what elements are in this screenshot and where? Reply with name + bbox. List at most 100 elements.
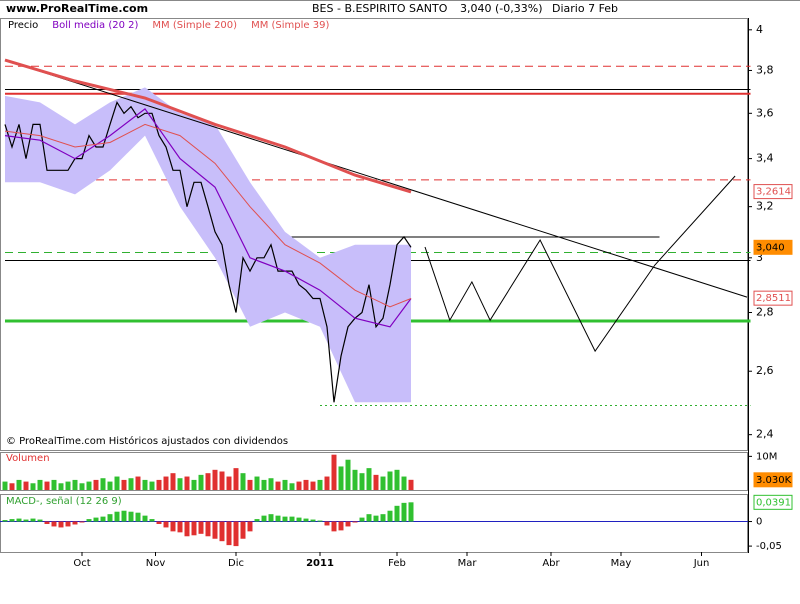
bar [65,521,71,527]
bar [352,521,358,523]
bar [317,479,323,490]
bar [226,521,232,546]
bar [317,520,323,522]
x-tick-label: Mar [458,558,478,569]
bar [261,479,267,490]
bar [233,521,239,547]
bar [359,473,365,490]
bar [338,466,344,490]
bar [275,481,281,490]
bar [170,473,176,490]
bar [44,481,50,490]
bar [128,511,134,522]
price-label-box [753,184,793,200]
bar [156,479,162,490]
bar [240,521,246,539]
series-line [4,101,412,403]
bar [324,521,330,526]
y-tick-label: 10M [756,451,777,462]
bar [289,483,295,490]
bar [303,479,309,490]
bar [100,478,106,490]
bar [373,515,379,522]
bar [79,483,85,490]
bar [198,474,204,490]
bar [275,515,281,522]
bar [100,516,106,522]
bar [394,469,400,490]
x-tick-label: Dic [228,558,244,569]
price-label-box [753,239,793,255]
bar [184,476,190,490]
bar [156,521,162,524]
macd-title: MACD-, señal (12 26 9) [6,496,122,507]
bar [296,517,302,522]
period: Diario 7 Feb [552,2,618,15]
y-tick-label: 3,6 [756,106,774,119]
bar [352,469,358,490]
bar [212,469,218,490]
bar [219,521,225,542]
legend-entry: Precio [8,20,38,31]
last-value-box [753,494,793,510]
bar [9,519,15,522]
bar [142,479,148,490]
bar [233,468,239,490]
bar [23,519,29,522]
bar [268,514,274,522]
bar [219,471,225,490]
bar [2,481,8,490]
bar [177,478,183,490]
bar [282,516,288,522]
bar [240,473,246,490]
bar [205,473,211,490]
bar [268,478,274,490]
x-tick-label: May [611,558,632,569]
bar [163,476,169,490]
bar [135,512,141,522]
bar [289,516,295,522]
trend-line [424,175,736,353]
y-tick-label: 3,8 [756,63,774,76]
bar [23,481,29,490]
bar [184,521,190,537]
price-label: 2,8511 [756,293,791,304]
site-name[interactable]: www.ProRealTime.com [6,2,148,15]
bar [345,459,351,490]
bar [65,481,71,490]
bar [9,483,15,490]
bar [177,521,183,533]
bar [107,514,113,522]
bar [331,454,337,490]
bar [387,471,393,490]
chart-title: BES - B.ESPIRITO SANTO [312,2,448,15]
bar [93,517,99,522]
last-value-label: 0,0391 [756,497,791,508]
bar [366,514,372,522]
bar [191,479,197,490]
bar [79,521,85,523]
plot-layer: 4 3,8 3,6 3,4 3,2 3 2,8 2,6 2,4 Oct Nov Dic 2011 Feb M… [0,18,793,569]
bar [121,510,127,522]
bar [282,479,288,490]
bar [324,476,330,490]
copyright: © ProRealTime.com Históricos ajustados c… [6,435,288,447]
volume-title: Volumen [6,453,50,464]
legend-entry: MM (Simple 200) [152,20,237,31]
y-tick-label: 3,2 [756,200,774,213]
y-tick-label: 0 [756,517,762,528]
x-tick-label: Oct [73,558,90,569]
bar [191,521,197,536]
bar [30,518,36,522]
series-line [4,123,412,308]
bar [387,510,393,522]
bar [310,519,316,522]
trend-line [4,59,748,298]
bar [254,519,260,522]
x-tick-label: 2011 [306,558,334,569]
bar [205,521,211,537]
bar [149,519,155,522]
bar [72,521,78,525]
bar [114,476,120,490]
